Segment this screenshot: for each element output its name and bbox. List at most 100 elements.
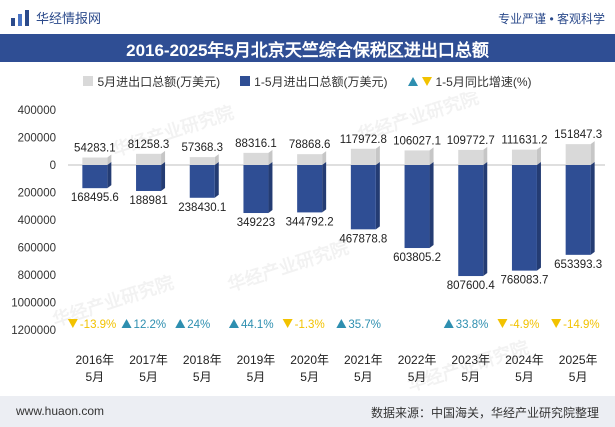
x-tick-label-month: 5月: [515, 370, 534, 384]
growth-up-marker: [443, 319, 454, 328]
bar-monthly-side: [590, 141, 595, 165]
bar-monthly: [458, 149, 484, 165]
growth-down-marker: [282, 319, 293, 328]
title-bar: 2016-2025年5月北京天竺综合保税区进出口总额: [0, 34, 615, 62]
data-label-monthly: 88316.1: [235, 138, 277, 150]
bar-cumulative-side: [590, 162, 595, 255]
growth-down-marker: [497, 319, 508, 328]
chart-title: 2016-2025年5月北京天竺综合保税区进出口总额: [126, 40, 489, 60]
y-tick-label: 600000: [18, 243, 56, 255]
bar-cumulative: [297, 165, 323, 213]
bar-monthly: [243, 152, 269, 165]
footer: www.huaon.com 数据来源：中国海关，华经产业研究院整理: [0, 396, 615, 427]
bar-cumulative: [404, 165, 430, 249]
bar-cumulative-side: [375, 162, 380, 230]
legend-down-triangle-icon: [421, 76, 432, 86]
data-label-growth: 12.2%: [134, 319, 167, 331]
brand-name: 华经情报网: [36, 11, 102, 26]
data-label-growth: -13.9%: [80, 319, 116, 331]
data-label-monthly: 117972.8: [340, 134, 387, 146]
x-tick-label-year: 2023年: [451, 353, 490, 367]
legend-up-triangle-icon: [407, 76, 418, 86]
x-tick-label-year: 2020年: [290, 353, 329, 367]
y-tick-label: 0: [50, 160, 56, 172]
bar-monthly-side: [429, 147, 434, 165]
x-tick-label-month: 5月: [461, 370, 480, 384]
bar-monthly-side: [536, 146, 541, 165]
x-tick-label-month: 5月: [354, 370, 373, 384]
legend-item-monthly: 5月进出口总额(万美元): [83, 73, 220, 90]
bar-cumulative-side: [322, 162, 327, 213]
bar-cumulative-side: [536, 162, 541, 271]
x-tick-label-year: 2024年: [505, 353, 544, 367]
bar-monthly-side: [483, 146, 488, 165]
data-label-cumulative: 349223: [237, 217, 275, 229]
data-label-monthly: 81258.3: [128, 139, 170, 151]
data-label-monthly: 151847.3: [554, 129, 602, 141]
data-label-monthly: 106027.1: [393, 135, 441, 147]
data-label-monthly: 109772.7: [447, 135, 495, 147]
legend-label-growth: 1-5月同比增速(%): [435, 74, 532, 89]
x-tick-label-year: 2025年: [559, 353, 598, 367]
brand: 华经情报网: [10, 8, 101, 27]
x-tick-label-month: 5月: [86, 370, 105, 384]
tagline: 专业严谨 • 客观科学: [498, 12, 605, 26]
bar-cumulative-side: [214, 162, 219, 198]
x-tick-label-month: 5月: [247, 370, 266, 384]
x-tick-label-month: 5月: [300, 370, 319, 384]
data-label-cumulative: 768083.7: [500, 275, 548, 287]
bar-cumulative: [136, 165, 162, 191]
bar-cumulative: [458, 165, 484, 277]
y-tick-label: 200000: [18, 133, 56, 145]
bar-cumulative: [189, 165, 215, 198]
data-label-monthly: 111631.2: [501, 135, 547, 147]
bar-monthly-side: [375, 145, 380, 165]
data-label-cumulative: 807600.4: [447, 280, 496, 292]
data-label-growth: 24%: [187, 319, 210, 331]
data-label-growth: 35.7%: [348, 319, 381, 331]
data-label-monthly: 78868.6: [289, 139, 331, 151]
x-tick-label-year: 2017年: [129, 353, 168, 367]
growth-up-marker: [228, 319, 239, 328]
growth-up-marker: [121, 319, 132, 328]
watermark-text: 华经产业研究院: [225, 236, 351, 295]
y-tick-label: 400000: [18, 215, 56, 227]
bar-monthly: [565, 144, 591, 165]
growth-down-marker: [67, 319, 78, 328]
y-tick-label: 1000000: [11, 298, 56, 310]
footer-website: www.huaon.com: [16, 404, 105, 418]
footer-source: 数据来源：中国海关，华经产业研究院整理: [370, 406, 599, 420]
data-label-growth: 33.8%: [456, 319, 489, 331]
x-tick-label-year: 2016年: [75, 353, 114, 367]
y-tick-label: 200000: [18, 188, 56, 200]
bar-cumulative-side: [268, 162, 273, 214]
data-label-cumulative: 188981: [129, 195, 167, 207]
legend-swatch-cumulative: [240, 76, 251, 86]
bar-monthly: [189, 157, 215, 165]
x-tick-label-month: 5月: [139, 370, 158, 384]
data-label-growth: -1.3%: [295, 319, 325, 331]
bar-monthly: [297, 154, 323, 165]
chart-plot: 华经产业研究院 华经产业研究院华经产业研究院华经产业研究院华经产业研究院40000…: [11, 92, 605, 395]
data-label-cumulative: 168495.6: [71, 192, 119, 204]
legend-item-cumulative: 1-5月进出口总额(万美元): [240, 73, 388, 90]
bar-monthly-side: [107, 154, 112, 165]
y-tick-label: 400000: [18, 105, 56, 117]
growth-down-marker: [551, 319, 562, 328]
x-tick-label-month: 5月: [193, 370, 212, 384]
data-label-growth: -4.9%: [509, 319, 539, 331]
y-tick-label: 800000: [18, 270, 56, 282]
data-label-cumulative: 344792.2: [286, 216, 334, 228]
bar-monthly: [136, 153, 162, 165]
bar-cumulative: [511, 165, 537, 271]
bar-monthly: [82, 157, 108, 165]
top-bar: 华经情报网 专业严谨 • 客观科学: [0, 0, 615, 34]
growth-up-marker: [175, 319, 186, 328]
bar-monthly-side: [268, 149, 273, 165]
bar-cumulative: [565, 165, 591, 255]
legend-label-cumulative: 1-5月进出口总额(万美元): [254, 74, 388, 89]
bar-cumulative-side: [483, 162, 488, 277]
x-tick-label-year: 2022年: [398, 353, 437, 367]
bar-cumulative-side: [107, 162, 112, 189]
bar-monthly-side: [214, 154, 219, 165]
